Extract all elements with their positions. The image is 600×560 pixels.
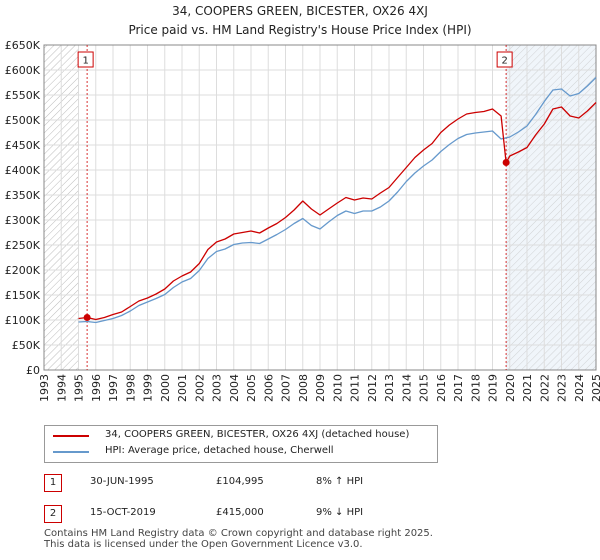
footer: Contains HM Land Registry data © Crown c… [44, 528, 433, 550]
x-tick-label: 2025 [590, 374, 600, 402]
y-tick-label: £300K [5, 214, 41, 227]
y-tick-label: £250K [5, 239, 41, 252]
y-tick-label: £400K [5, 164, 41, 177]
sale-row-2: 2 15-OCT-2019 £415,000 9% ↓ HPI [44, 505, 584, 523]
x-tick-label: 2005 [245, 374, 258, 402]
x-tick-label: 1994 [55, 374, 68, 402]
sale-price: £415,000 [216, 507, 264, 518]
y-tick-label: £500K [5, 114, 41, 127]
legend: 34, COOPERS GREEN, BICESTER, OX26 4XJ (d… [44, 425, 438, 463]
y-tick-label: £100K [5, 314, 41, 327]
x-tick-label: 2016 [435, 374, 448, 402]
sale-number-badge: 2 [44, 505, 62, 523]
x-tick-label: 2003 [211, 374, 224, 402]
x-tick-label: 2000 [159, 374, 172, 402]
post-sale-hatch [506, 45, 596, 370]
x-tick-label: 2002 [193, 374, 206, 402]
x-tick-label: 2013 [383, 374, 396, 402]
x-tick-label: 2024 [573, 374, 586, 402]
x-tick-label: 2021 [521, 374, 534, 402]
y-tick-label: £550K [5, 89, 41, 102]
red-line-swatch [53, 435, 89, 437]
x-tick-label: 1997 [107, 374, 120, 402]
y-tick-label: £650K [5, 39, 41, 52]
y-tick-label: £350K [5, 189, 41, 202]
x-tick-label: 2018 [469, 374, 482, 402]
x-tick-label: 2020 [504, 374, 517, 402]
y-tick-label: £150K [5, 289, 41, 302]
x-tick-label: 2019 [487, 374, 500, 402]
x-tick-label: 2008 [297, 374, 310, 402]
sale-point [84, 314, 91, 321]
y-tick-label: £200K [5, 264, 41, 277]
x-tick-label: 2012 [366, 374, 379, 402]
sale-marker-label: 2 [501, 56, 507, 67]
x-tick-label: 2006 [262, 374, 275, 402]
x-tick-label: 2009 [314, 374, 327, 402]
sale-point [503, 159, 510, 166]
sale-date: 30-JUN-1995 [90, 476, 154, 487]
legend-blue-label: HPI: Average price, detached house, Cher… [105, 445, 334, 456]
sale-price: £104,995 [216, 476, 264, 487]
y-tick-label: £600K [5, 64, 41, 77]
footer-license: This data is licensed under the Open Gov… [44, 539, 433, 550]
x-tick-label: 1998 [124, 374, 137, 402]
legend-red-label: 34, COOPERS GREEN, BICESTER, OX26 4XJ (d… [105, 429, 409, 440]
x-tick-label: 2023 [556, 374, 569, 402]
x-tick-label: 2014 [400, 374, 413, 402]
sale-row-1: 1 30-JUN-1995 £104,995 8% ↑ HPI [44, 474, 584, 492]
x-tick-label: 2022 [538, 374, 551, 402]
footer-copyright: Contains HM Land Registry data © Crown c… [44, 528, 433, 539]
sale-date: 15-OCT-2019 [90, 507, 156, 518]
x-tick-label: 1993 [38, 374, 51, 402]
x-tick-label: 2001 [176, 374, 189, 402]
blue-line-swatch [53, 451, 89, 453]
sale-marker-label: 1 [82, 56, 88, 67]
y-tick-label: £450K [5, 139, 41, 152]
x-tick-label: 2004 [228, 374, 241, 402]
sale-hpi-diff: 9% ↓ HPI [316, 507, 363, 518]
price-chart: £0£50K£100K£150K£200K£250K£300K£350K£400… [0, 0, 600, 420]
x-tick-label: 2015 [418, 374, 431, 402]
x-tick-label: 2017 [452, 374, 465, 402]
x-tick-label: 2007 [280, 374, 293, 402]
x-tick-label: 1996 [90, 374, 103, 402]
x-tick-label: 2011 [349, 374, 362, 402]
sale-hpi-diff: 8% ↑ HPI [316, 476, 363, 487]
x-tick-label: 1999 [142, 374, 155, 402]
sale-number-badge: 1 [44, 474, 62, 492]
y-tick-label: £50K [12, 339, 41, 352]
x-tick-label: 1995 [73, 374, 86, 402]
x-tick-label: 2010 [331, 374, 344, 402]
